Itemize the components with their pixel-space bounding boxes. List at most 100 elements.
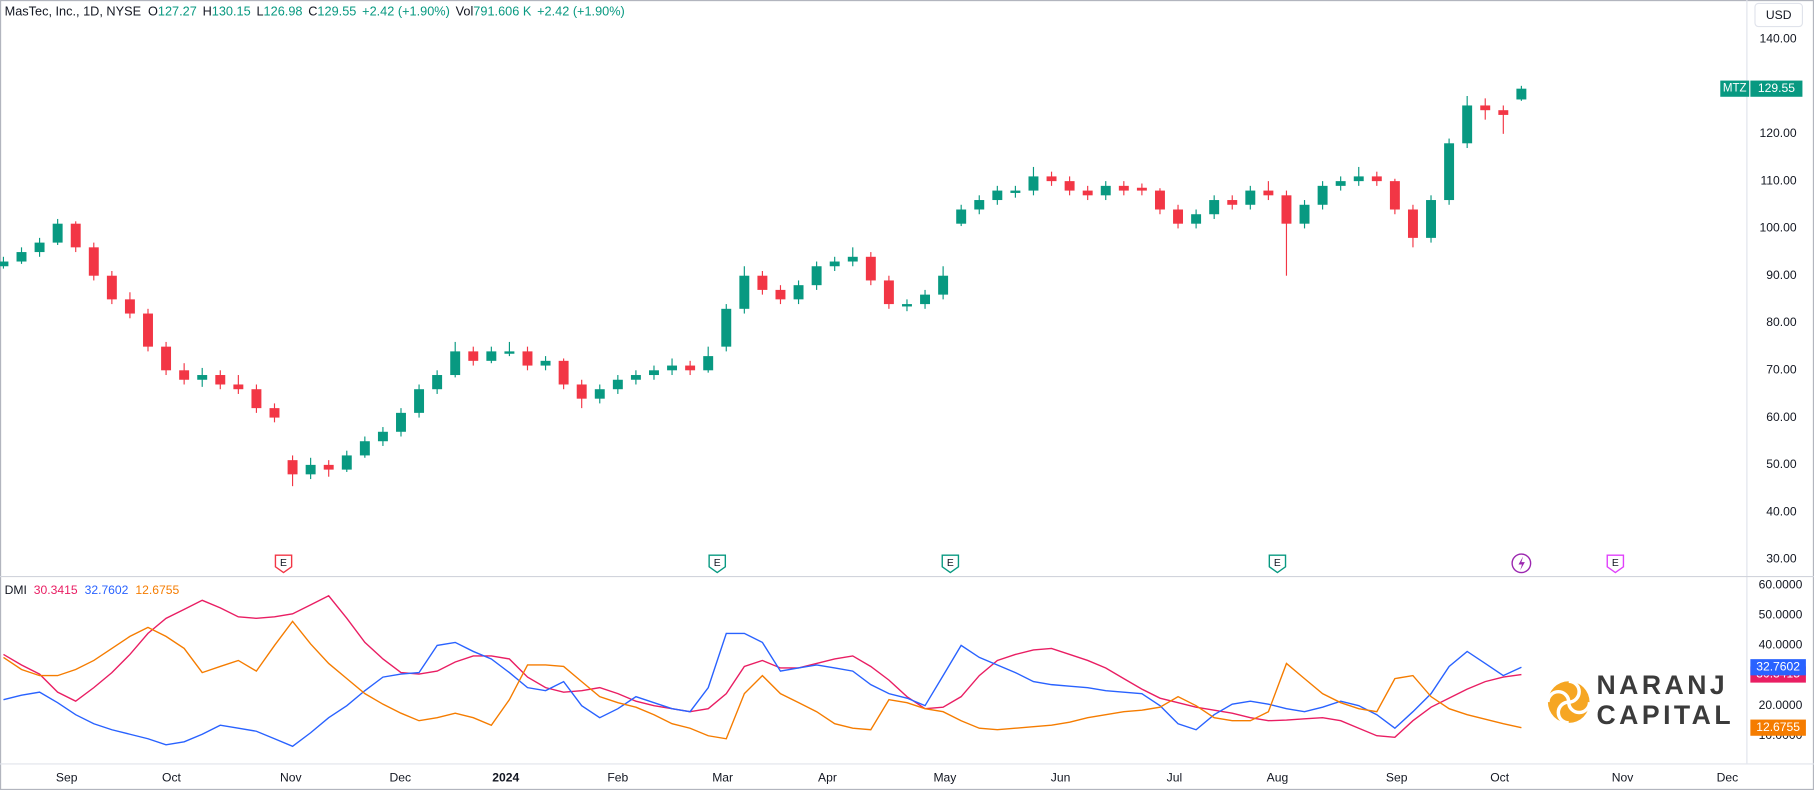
candle-body	[522, 351, 533, 366]
candle-body	[540, 360, 551, 366]
time-tick-label: Sep	[1386, 771, 1408, 785]
candle-body	[16, 252, 27, 262]
time-tick-label: Oct	[1490, 771, 1509, 785]
dmi-line	[3, 632, 1522, 748]
candle-body	[685, 365, 696, 371]
candle-body	[1444, 143, 1455, 201]
high-label: H	[203, 4, 212, 19]
candle-body	[1299, 204, 1310, 224]
dmi-value-label: 32.7602	[1756, 659, 1800, 673]
dmi-tick-label: 50.0000	[1759, 608, 1803, 622]
time-tick-label: Apr	[818, 771, 837, 785]
candle-body	[992, 190, 1003, 201]
candle-body	[215, 375, 226, 385]
candle-body	[1010, 190, 1021, 193]
dmi-line	[3, 594, 1522, 738]
close-value: 129.55	[317, 4, 356, 19]
candle-body	[1263, 190, 1274, 196]
dividend-icon	[1518, 556, 1525, 571]
candle-body	[1389, 181, 1400, 210]
candle-body	[612, 379, 623, 390]
candle-body	[739, 275, 750, 309]
low-label: L	[256, 4, 263, 19]
candle-body	[956, 209, 967, 224]
dmi-value-tag	[1750, 659, 1806, 676]
watermark-line: CAPITAL	[1597, 700, 1735, 730]
dmi-value: 32.7602	[85, 583, 129, 597]
time-tick-label: May	[933, 771, 957, 785]
time-tick-label: Aug	[1267, 771, 1289, 785]
candle-body	[432, 375, 443, 390]
candle-body	[630, 375, 641, 380]
candle-body	[974, 200, 985, 210]
candle-body	[1227, 200, 1238, 205]
candle-body	[414, 389, 425, 413]
earnings-marker	[941, 554, 960, 574]
price-tick-label: 110.00	[1760, 173, 1796, 187]
price-tick-label: 50.00	[1766, 457, 1797, 471]
earnings-marker	[1268, 554, 1287, 574]
candle-body	[865, 256, 876, 281]
candle-body	[396, 412, 406, 432]
candle-body	[594, 389, 605, 399]
candle-body	[1353, 176, 1364, 182]
price-tick-label: 120.00	[1760, 126, 1797, 140]
candle-body	[1118, 185, 1129, 191]
candle-body	[450, 351, 461, 376]
earnings-label: E	[1612, 558, 1619, 569]
time-tick-label: Jul	[1167, 771, 1183, 785]
dmi-tick-label: 20.0000	[1759, 698, 1803, 712]
candle-body	[1191, 214, 1202, 224]
candle-body	[233, 384, 244, 390]
symbol-tag-label: MTZ	[1723, 83, 1747, 95]
candle-body	[721, 308, 732, 347]
candle-body	[1245, 190, 1256, 205]
dmi-value: 30.3415	[34, 583, 78, 597]
candle-body	[88, 247, 99, 276]
candle-body	[34, 242, 45, 253]
price-tick-label: 80.00	[1766, 315, 1797, 329]
candle-body	[883, 280, 894, 305]
candle-body	[920, 294, 931, 305]
close-label: C	[308, 4, 317, 19]
price-tick-label: 100.00	[1760, 221, 1797, 235]
candle-body	[486, 351, 497, 361]
foreground-layer: 30.00 40.00 50.00 60.00 70.00 80.00 90.00 100.0…	[56, 31, 1806, 785]
last-price-label: 129.55	[1758, 81, 1795, 95]
candle-body	[468, 351, 479, 361]
candle-body	[1317, 185, 1328, 205]
candle-body	[1407, 209, 1418, 238]
price-tick-label: 60.00	[1766, 410, 1797, 424]
watermark-logo: NARANJ CAPITAL	[1546, 670, 1735, 730]
candle-body	[1100, 185, 1111, 196]
candle-body	[902, 304, 912, 307]
candle-body	[649, 370, 659, 376]
currency[interactable]: USD	[1766, 8, 1792, 22]
candle-body	[359, 441, 370, 456]
dmi-tick-label: 40.0000	[1759, 638, 1803, 652]
time-tick-label: Nov	[280, 771, 303, 785]
candle-body	[811, 266, 822, 286]
currency-button[interactable]	[1754, 2, 1804, 28]
symbol-tag	[1720, 80, 1750, 97]
time-tick-label: Dec	[389, 771, 411, 785]
candle-body	[1136, 187, 1147, 191]
time-tick-label: Mar	[712, 771, 733, 785]
candle-body	[52, 223, 63, 243]
candle-body	[0, 261, 9, 267]
candle-body	[1209, 200, 1220, 215]
candle-body	[847, 256, 858, 262]
candle-body	[1154, 190, 1165, 210]
candle-body	[775, 289, 786, 300]
candle-body	[305, 464, 316, 475]
candle-body	[124, 299, 135, 314]
volume-value: 791.606 K	[473, 4, 532, 19]
volume-label: Vol	[456, 4, 474, 19]
candle-body	[269, 408, 280, 418]
candle-body	[251, 389, 262, 409]
price-tick-label: 140.00	[1760, 31, 1797, 45]
candle-body	[793, 285, 804, 300]
candle-body	[667, 365, 678, 371]
price-tick-label: 90.00	[1766, 268, 1797, 282]
